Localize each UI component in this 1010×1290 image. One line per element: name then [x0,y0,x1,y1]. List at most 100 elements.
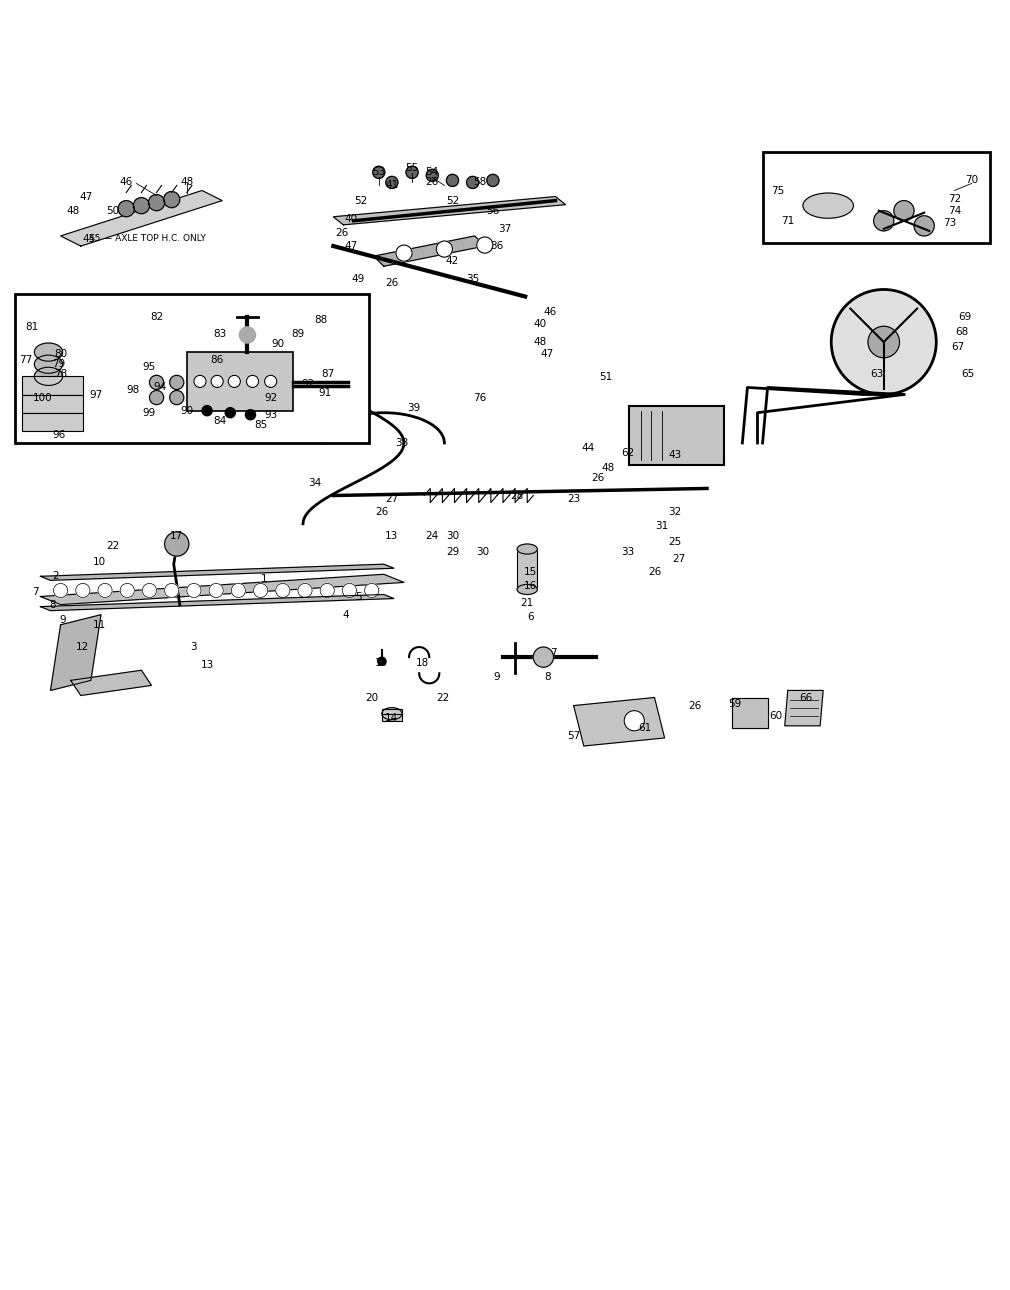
Text: 97: 97 [89,390,103,400]
Text: 56: 56 [486,205,500,215]
Text: 39: 39 [407,402,421,413]
Text: 92: 92 [301,379,315,390]
Text: 7: 7 [32,587,38,597]
Text: 47: 47 [344,241,359,252]
Polygon shape [61,191,222,246]
Text: 14: 14 [385,712,399,722]
Text: 76: 76 [473,392,487,402]
Polygon shape [71,671,152,695]
Circle shape [868,326,900,357]
Circle shape [118,201,134,217]
Text: 63: 63 [870,369,884,379]
Circle shape [406,166,418,178]
Text: 26: 26 [688,700,702,711]
Circle shape [194,375,206,387]
Text: 100: 100 [32,392,53,402]
Ellipse shape [34,343,63,361]
Circle shape [245,410,256,419]
Circle shape [477,237,493,253]
Text: 12: 12 [76,642,90,651]
Circle shape [133,197,149,214]
Circle shape [54,583,68,597]
Circle shape [467,177,479,188]
Text: 4: 4 [342,610,348,619]
Polygon shape [40,564,394,580]
Text: 83: 83 [213,329,227,339]
Text: 27: 27 [672,555,686,564]
Circle shape [254,583,268,597]
Text: 3: 3 [191,642,197,651]
Polygon shape [50,615,101,690]
Circle shape [165,531,189,556]
Text: 79: 79 [52,359,66,369]
Circle shape [225,408,235,418]
Circle shape [246,375,259,387]
FancyBboxPatch shape [22,377,83,395]
Polygon shape [40,574,404,605]
Circle shape [533,648,553,667]
FancyBboxPatch shape [382,708,402,721]
Text: 8: 8 [49,600,56,610]
Text: 90: 90 [272,339,284,350]
Text: 85: 85 [254,419,268,430]
Circle shape [76,583,90,597]
Text: 91: 91 [318,387,332,397]
Text: 48: 48 [180,178,194,187]
Text: 21: 21 [520,597,534,608]
Text: 55: 55 [405,164,419,173]
Ellipse shape [517,544,537,555]
Circle shape [365,583,379,597]
Circle shape [148,195,165,210]
Text: 26: 26 [385,279,399,289]
Text: 15: 15 [523,568,537,578]
Text: 26: 26 [334,228,348,237]
Text: 89: 89 [291,329,305,339]
Text: 87: 87 [321,369,335,379]
Circle shape [894,201,914,221]
Circle shape [170,375,184,390]
Polygon shape [574,698,665,746]
Text: 74: 74 [947,205,962,215]
Text: 49: 49 [351,275,366,284]
Circle shape [487,174,499,187]
Text: 61: 61 [637,722,651,733]
Circle shape [373,166,385,178]
Circle shape [378,657,386,666]
Ellipse shape [34,368,63,386]
Circle shape [914,215,934,236]
Text: 17: 17 [170,531,184,541]
Text: 46: 46 [543,307,558,317]
Text: 30: 30 [477,547,489,557]
Ellipse shape [382,708,402,720]
Text: 95: 95 [142,362,157,373]
Text: 18: 18 [415,658,429,668]
Circle shape [265,375,277,387]
Bar [15,294,369,442]
Circle shape [211,375,223,387]
Text: 65: 65 [961,369,975,379]
Text: 13: 13 [200,660,214,671]
Text: 37: 37 [498,224,512,233]
Circle shape [202,405,212,415]
Text: 60: 60 [770,711,782,721]
Polygon shape [785,690,823,726]
Text: 92: 92 [264,392,278,402]
Text: 16: 16 [523,582,537,591]
Text: 26: 26 [425,178,439,187]
Circle shape [320,583,334,597]
Circle shape [142,583,157,597]
Circle shape [98,583,112,597]
Text: 27: 27 [385,494,399,503]
Text: 1: 1 [262,574,268,584]
Text: 72: 72 [947,194,962,204]
Text: 30: 30 [446,531,459,541]
Circle shape [436,241,452,257]
Text: 94: 94 [153,382,167,392]
Ellipse shape [803,194,853,218]
Circle shape [149,391,164,405]
Text: 43: 43 [668,450,682,461]
Text: 52: 52 [354,196,368,205]
Text: 6: 6 [527,611,533,622]
Text: 59: 59 [728,699,742,708]
Text: 35: 35 [466,275,480,284]
